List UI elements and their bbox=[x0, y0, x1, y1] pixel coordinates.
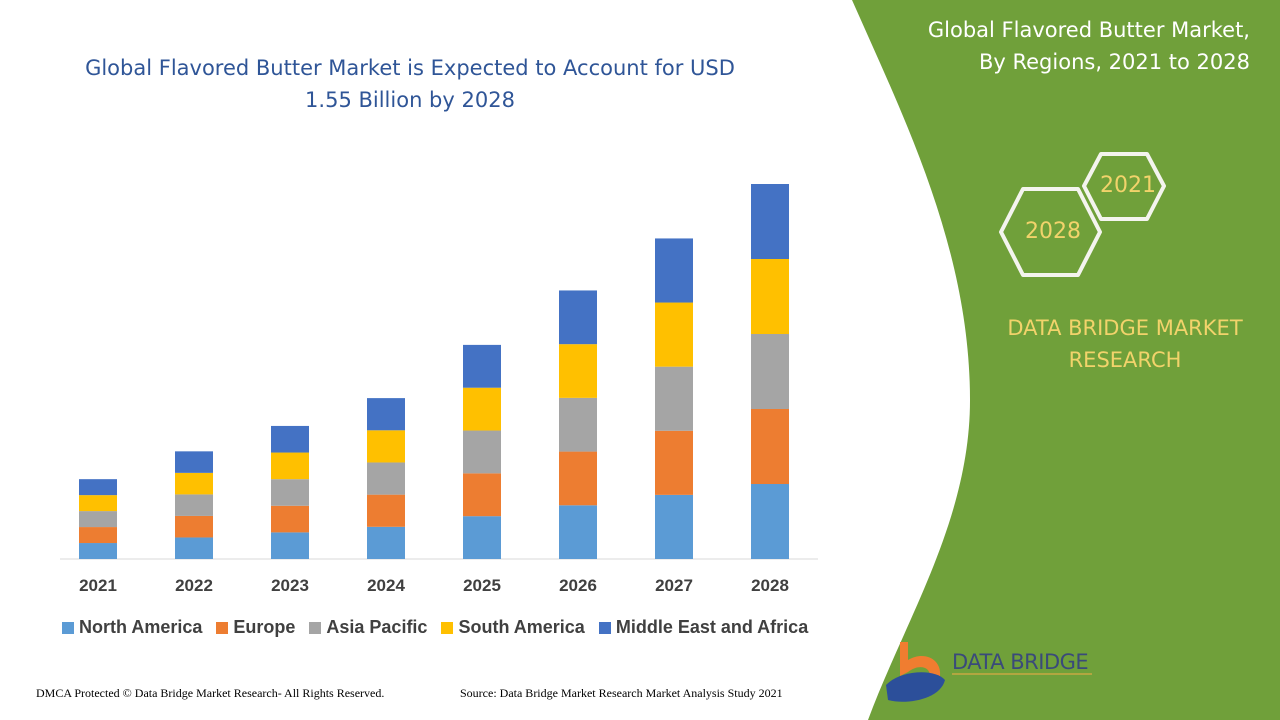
bar-2025-middle-east-and-africa bbox=[463, 344, 501, 388]
data-bridge-logo-icon bbox=[886, 642, 1092, 702]
legend-item: Middle East and Africa bbox=[598, 617, 809, 638]
green-side-panel bbox=[852, 0, 1280, 720]
legend-swatch bbox=[62, 621, 74, 634]
bar-2028-south-america bbox=[751, 259, 789, 334]
legend-swatch bbox=[216, 621, 229, 634]
bar-2022-europe bbox=[175, 515, 213, 538]
bar-2028-europe bbox=[751, 409, 789, 484]
x-tick-2026: 2026 bbox=[559, 576, 597, 595]
bar-2027-south-america bbox=[655, 302, 693, 367]
bar-2024-middle-east-and-africa bbox=[367, 398, 405, 431]
bar-2027-north-america bbox=[655, 494, 693, 559]
bar-2023-middle-east-and-africa bbox=[271, 425, 309, 453]
brand-text: DATA BRIDGE MARKET RESEARCH bbox=[985, 312, 1265, 376]
legend-label: North America bbox=[79, 617, 203, 637]
legend-item: South America bbox=[441, 617, 585, 638]
x-tick-2025: 2025 bbox=[463, 576, 501, 595]
hexagon-2021-icon bbox=[1082, 152, 1166, 221]
legend: North America Europe Asia Pacific South Ame… bbox=[62, 617, 808, 638]
bar-2028-asia-pacific bbox=[751, 334, 789, 409]
legend-swatch bbox=[441, 621, 454, 634]
bar-2023-asia-pacific bbox=[271, 479, 309, 506]
legend-label: South America bbox=[458, 617, 585, 637]
logo-text: DATA BRIDGE bbox=[952, 650, 1089, 674]
chart-title-line1: Global Flavored Butter Market is Expecte… bbox=[85, 56, 735, 80]
bar-2023-south-america bbox=[271, 452, 309, 480]
bar-2027-asia-pacific bbox=[655, 366, 693, 431]
hexagon-2028-icon bbox=[999, 187, 1102, 277]
legend-item: Europe bbox=[216, 617, 295, 638]
bar-2026-north-america bbox=[559, 505, 597, 559]
bar-2025-north-america bbox=[463, 516, 501, 559]
legend-label: Asia Pacific bbox=[326, 617, 428, 637]
bar-2024-south-america bbox=[367, 430, 405, 463]
legend-swatch bbox=[309, 621, 322, 634]
hex-label-2021: 2021 bbox=[1100, 173, 1156, 198]
bar-2022-south-america bbox=[175, 472, 213, 495]
bar-2025-europe bbox=[463, 473, 501, 517]
x-tick-2023: 2023 bbox=[271, 576, 309, 595]
legend-label: Middle East and Africa bbox=[615, 617, 809, 637]
bar-2025-asia-pacific bbox=[463, 430, 501, 474]
side-panel-title: Global Flavored Butter Market, By Region… bbox=[928, 14, 1250, 78]
bars-group bbox=[79, 184, 789, 559]
bar-2021-middle-east-and-africa bbox=[79, 479, 117, 496]
x-tick-2027: 2027 bbox=[655, 576, 693, 595]
chart-title: Global Flavored Butter Market is Expecte… bbox=[60, 52, 760, 116]
legend-item: North America bbox=[62, 617, 202, 638]
bar-2026-europe bbox=[559, 451, 597, 506]
bar-2022-north-america bbox=[175, 537, 213, 559]
bar-2026-middle-east-and-africa bbox=[559, 290, 597, 345]
bar-2028-middle-east-and-africa bbox=[751, 184, 789, 259]
legend-item: Asia Pacific bbox=[309, 617, 427, 638]
bar-2022-middle-east-and-africa bbox=[175, 451, 213, 473]
legend-swatch bbox=[598, 621, 611, 634]
bar-2027-europe bbox=[655, 430, 693, 495]
legend-label: Europe bbox=[233, 617, 296, 637]
brand-line2: RESEARCH bbox=[1068, 348, 1182, 372]
x-tick-2028: 2028 bbox=[751, 576, 789, 595]
x-tick-2022: 2022 bbox=[175, 576, 213, 595]
side-title-line1: Global Flavored Butter Market, bbox=[927, 18, 1250, 42]
footer-source: Source: Data Bridge Market Research Mark… bbox=[460, 686, 783, 700]
bar-2024-europe bbox=[367, 494, 405, 527]
bar-2024-asia-pacific bbox=[367, 462, 405, 495]
bar-2023-europe bbox=[271, 505, 309, 533]
hex-label-2028: 2028 bbox=[1025, 219, 1081, 244]
bar-2028-north-america bbox=[751, 484, 789, 559]
x-tick-2021: 2021 bbox=[79, 576, 117, 595]
bar-2026-asia-pacific bbox=[559, 397, 597, 452]
bar-2021-north-america bbox=[79, 543, 117, 559]
bar-2024-north-america bbox=[367, 526, 405, 559]
x-tick-2024: 2024 bbox=[367, 576, 405, 595]
bar-2023-north-america bbox=[271, 532, 309, 559]
bar-2026-south-america bbox=[559, 344, 597, 398]
bar-2025-south-america bbox=[463, 387, 501, 431]
bar-2027-middle-east-and-africa bbox=[655, 238, 693, 303]
brand-line1: DATA BRIDGE MARKET bbox=[1007, 316, 1243, 340]
bar-2021-south-america bbox=[79, 495, 117, 512]
chart-title-line2: 1.55 Billion by 2028 bbox=[305, 88, 515, 112]
footer-copyright: DMCA Protected © Data Bridge Market Rese… bbox=[36, 686, 385, 700]
bar-2021-asia-pacific bbox=[79, 511, 117, 528]
bar-2022-asia-pacific bbox=[175, 494, 213, 516]
bar-2021-europe bbox=[79, 527, 117, 544]
side-title-line2: By Regions, 2021 to 2028 bbox=[978, 50, 1250, 74]
